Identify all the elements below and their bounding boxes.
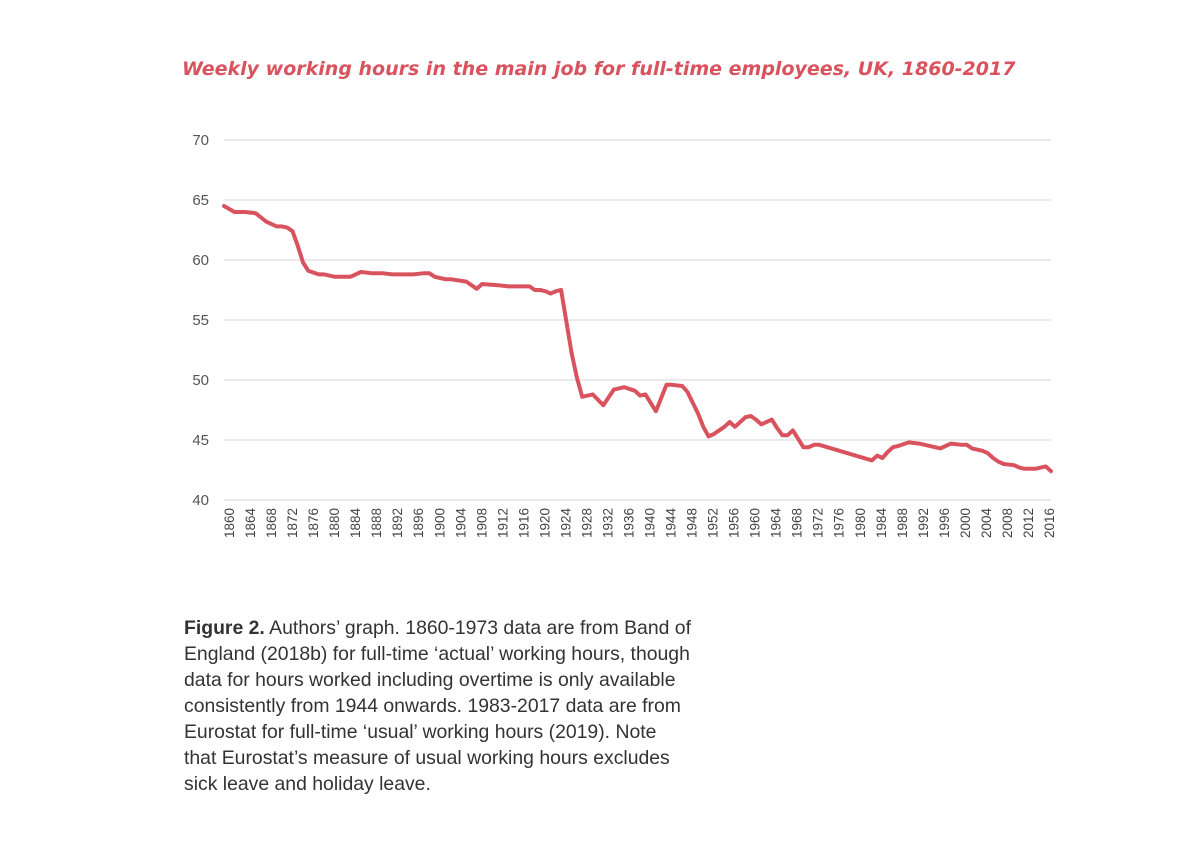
y-tick-label: 55 bbox=[192, 312, 209, 329]
x-tick-label: 1908 bbox=[474, 508, 489, 538]
caption-line-3: consistently from 1944 onwards. 1983-201… bbox=[184, 695, 681, 717]
x-tick-label: 1868 bbox=[264, 508, 279, 538]
x-tick-label: 1976 bbox=[832, 508, 847, 538]
caption-line-5: that Eurostat’s measure of usual working… bbox=[184, 747, 670, 769]
x-axis-ticks: 1860 1864 1868 1872 1876 1880 1884 1888 1892 1896… bbox=[222, 508, 1057, 539]
x-tick-label: 1960 bbox=[748, 508, 763, 538]
x-tick-label: 1888 bbox=[369, 508, 384, 538]
gridlines bbox=[224, 139, 1051, 501]
x-tick-label: 1948 bbox=[685, 508, 700, 538]
figure-caption: Figure 2. Authors’ graph. 1860-1973 data… bbox=[184, 615, 784, 797]
x-tick-label: 1920 bbox=[537, 508, 552, 538]
x-tick-label: 2012 bbox=[1021, 508, 1036, 538]
x-tick-label: 1956 bbox=[727, 508, 742, 538]
x-tick-label: 2016 bbox=[1042, 508, 1057, 538]
x-tick-label: 1872 bbox=[285, 508, 300, 538]
x-tick-label: 1992 bbox=[916, 508, 931, 538]
y-tick-label: 70 bbox=[192, 132, 209, 149]
series-layer bbox=[222, 204, 1053, 474]
x-tick-label: 1912 bbox=[495, 508, 510, 538]
caption-line-1: England (2018b) for full-time ‘actual’ w… bbox=[184, 643, 690, 665]
x-tick-label: 1972 bbox=[811, 508, 826, 538]
x-tick-label: 1860 bbox=[222, 508, 237, 538]
x-tick-label: 1892 bbox=[390, 508, 405, 538]
x-tick-label: 1916 bbox=[516, 508, 531, 538]
x-tick-label: 1864 bbox=[243, 508, 258, 539]
x-tick-label: 1940 bbox=[643, 508, 658, 538]
x-tick-label: 1880 bbox=[327, 508, 342, 538]
x-tick-label: 1936 bbox=[621, 508, 636, 538]
x-tick-label: 1980 bbox=[853, 508, 868, 538]
x-tick-label: 1904 bbox=[453, 508, 468, 539]
x-tick-label: 1900 bbox=[432, 508, 447, 538]
x-tick-label: 1964 bbox=[769, 508, 784, 539]
x-tick-label: 2000 bbox=[958, 508, 973, 538]
x-tick-label: 2004 bbox=[979, 508, 994, 539]
caption-line-6: sick leave and holiday leave. bbox=[184, 773, 431, 795]
series-line bbox=[222, 204, 1053, 474]
y-tick-label: 40 bbox=[192, 492, 209, 509]
caption-text-0: Authors’ graph. 1860-1973 data are from … bbox=[264, 617, 691, 639]
x-tick-label: 1984 bbox=[874, 508, 889, 539]
x-tick-label: 1884 bbox=[348, 508, 363, 539]
x-tick-label: 1876 bbox=[306, 508, 321, 538]
x-tick-label: 1932 bbox=[600, 508, 615, 538]
x-tick-label: 1996 bbox=[937, 508, 952, 538]
x-tick-label: 1968 bbox=[790, 508, 805, 538]
x-tick-label: 1928 bbox=[579, 508, 594, 538]
x-tick-label: 1988 bbox=[895, 508, 910, 538]
x-tick-label: 1952 bbox=[706, 508, 721, 538]
x-tick-label: 1896 bbox=[411, 508, 426, 538]
x-tick-label: 1944 bbox=[664, 508, 679, 539]
x-tick-label: 2008 bbox=[1000, 508, 1015, 538]
y-tick-label: 45 bbox=[192, 432, 209, 449]
y-tick-label: 60 bbox=[192, 252, 209, 269]
chart-title: Weekly working hours in the main job for… bbox=[182, 58, 1016, 80]
x-tick-label: 1924 bbox=[558, 508, 573, 539]
y-tick-label: 65 bbox=[192, 192, 209, 209]
caption-line-0: Figure 2. Authors’ graph. 1860-1973 data… bbox=[184, 615, 784, 641]
caption-line-4: Eurostat for full-time ‘usual’ working h… bbox=[184, 721, 657, 743]
caption-label: Figure 2. bbox=[184, 617, 265, 639]
caption-line-2: data for hours worked including overtime… bbox=[184, 669, 676, 691]
y-tick-label: 50 bbox=[192, 372, 209, 389]
y-axis-ticks: 40 45 50 55 60 65 70 bbox=[192, 132, 209, 509]
